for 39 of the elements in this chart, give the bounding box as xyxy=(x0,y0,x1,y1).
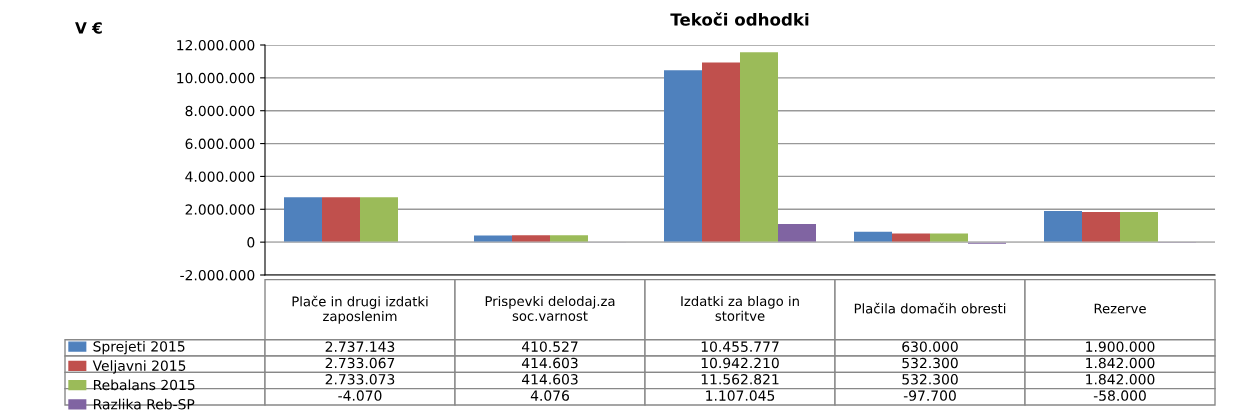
data-label: 410.527 xyxy=(521,341,578,352)
y-tick-label: 10.000.000 xyxy=(177,72,255,84)
data-label: -58.000 xyxy=(1093,390,1146,401)
y-axis-title: V € xyxy=(75,22,102,34)
data-label: 11.562.821 xyxy=(701,374,779,385)
data-label: 10.942.210 xyxy=(701,357,779,369)
legend-label: Sprejeti 2015 xyxy=(93,340,185,355)
data-label: 532.300 xyxy=(902,374,958,385)
y-tick-label: 2.000.000 xyxy=(185,204,255,215)
legend-label: Razlika Reb-SP xyxy=(93,398,195,410)
data-label: 2.733.067 xyxy=(325,357,395,369)
y-tick-label: 12.000.000 xyxy=(177,39,255,51)
data-label: 1.842.000 xyxy=(1086,357,1155,369)
x-tick-label: Plačila domačih obresti xyxy=(854,302,1006,314)
data-label: 532.300 xyxy=(902,357,958,369)
x-tick-label: Izdatki za blago in storitve xyxy=(681,295,799,321)
data-label: 1.842.000 xyxy=(1086,374,1155,385)
y-tick-label: 6.000.000 xyxy=(185,138,255,150)
legend-label: Veljavni 2015 xyxy=(92,360,186,374)
data-label: 4.076 xyxy=(530,390,570,401)
data-label: 1.900.000 xyxy=(1086,341,1155,352)
y-tick-label: 0 xyxy=(247,237,255,248)
y-tick-label: 4.000.000 xyxy=(185,171,255,182)
x-tick-label: Prispevki delodaj.za soc.varnost xyxy=(485,295,615,321)
data-label: -4.070 xyxy=(338,390,382,401)
data-label: 1.107.045 xyxy=(706,390,775,401)
data-label: 414.603 xyxy=(521,374,578,385)
data-label: 630.000 xyxy=(902,341,958,352)
data-label: 2.737.143 xyxy=(325,341,395,352)
data-label: 414.603 xyxy=(521,357,578,369)
y-tick-label: 8.000.000 xyxy=(185,105,255,117)
data-label: 2.733.073 xyxy=(325,374,395,385)
y-tick-label: -2.000.000 xyxy=(180,269,255,281)
legend-label: Rebalans 2015 xyxy=(93,379,195,391)
chart-title: Tekoči odhodki xyxy=(670,12,809,26)
x-tick-label: Rezerve xyxy=(1094,303,1146,314)
data-label: 10.455.777 xyxy=(701,341,779,352)
x-tick-label: Plače in drugi izdatki zaposlenim xyxy=(292,295,428,324)
data-label: -97.700 xyxy=(903,390,956,401)
